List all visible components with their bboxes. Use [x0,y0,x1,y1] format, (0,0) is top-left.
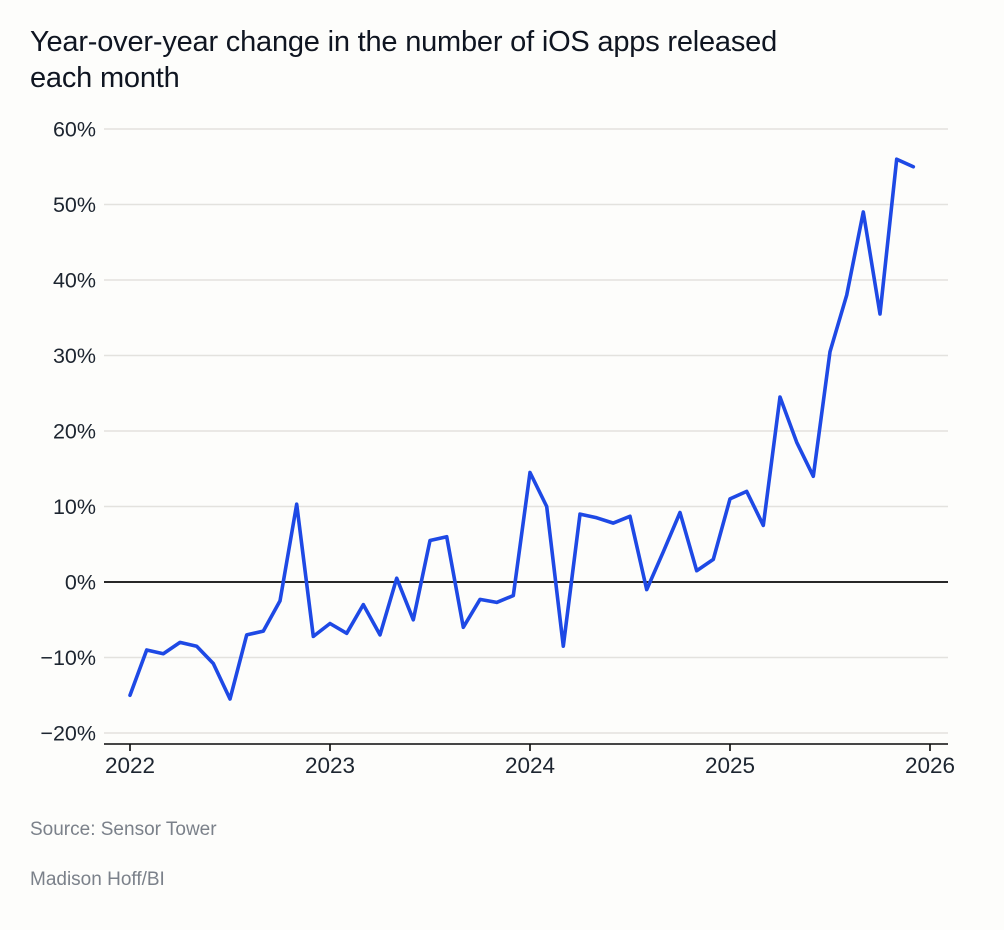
y-tick-label: 50% [53,193,96,217]
source-note: Source: Sensor Tower [30,819,217,840]
y-tick-label: −20% [40,722,96,746]
y-tick-label: 30% [53,344,96,368]
y-tick-label: 40% [53,269,96,293]
x-tick-label: 2023 [305,753,355,778]
chart-title-line-2: each month [30,62,180,94]
x-tick-label: 2022 [105,753,155,778]
x-tick-label: 2026 [905,753,955,778]
y-tick-label: 0% [65,571,96,595]
data-line [128,157,916,701]
y-tick-label: −10% [40,646,96,670]
y-tick-label: 60% [53,118,96,142]
credit-note: Madison Hoff/BI [30,869,165,890]
x-tick-label: 2025 [705,753,755,778]
chart-footer: Source: Sensor Tower Madison Hoff/BI [0,818,1004,892]
x-tick-label: 2024 [505,753,555,778]
chart-title: Year-over-year change in the number of i… [0,0,970,96]
yoy-line-chart: 60% 50% 40% 30% 20% 10% 0% −10% −20% 2022 2023 2024… [40,118,955,779]
chart-title-line-1: Year-over-year change in the number of i… [30,26,778,58]
y-tick-label: 20% [53,420,96,444]
y-tick-label: 10% [53,495,96,519]
